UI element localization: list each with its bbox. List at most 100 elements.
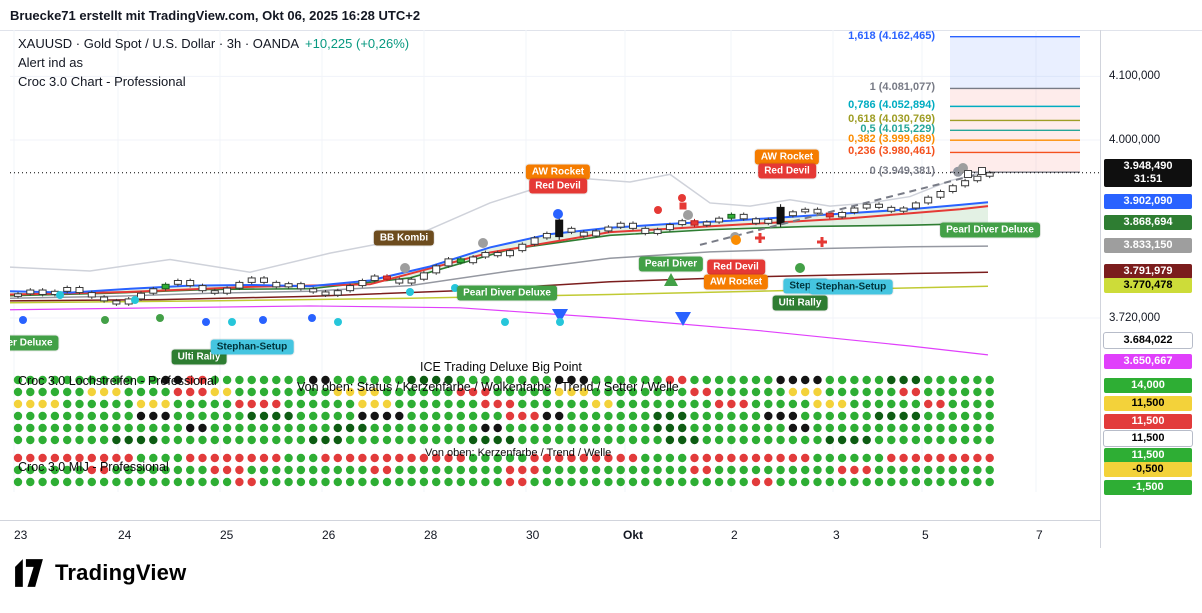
indicator-dot	[321, 435, 330, 445]
indicator-dot	[555, 423, 564, 433]
ma-blue	[10, 201, 989, 294]
price-axis[interactable]: 4.100,000 4.000,000 3.720,000 3.948,490 31:5…	[1100, 30, 1202, 548]
price-label-badge: 3.650,667	[1104, 354, 1192, 370]
candle-body	[862, 203, 871, 209]
candle-body	[764, 218, 773, 224]
indicator-dot	[641, 465, 650, 475]
indicator-dot	[481, 465, 490, 475]
indicator-dot	[505, 387, 515, 397]
legend-alert-row[interactable]: Alert ind as	[18, 55, 84, 70]
indicator-dot	[653, 375, 662, 385]
indicator-dot	[345, 399, 355, 409]
candle-body	[838, 211, 847, 218]
indicator-dot	[358, 465, 367, 475]
indicator-dot	[173, 477, 183, 487]
indicator-dot	[813, 423, 822, 433]
indicator-dot	[813, 465, 822, 475]
indicator-dot	[567, 477, 576, 487]
indicator-dot	[26, 375, 35, 385]
indicator-dot	[591, 435, 601, 445]
indicator-dot	[395, 399, 404, 409]
indicator-dot	[653, 465, 662, 475]
tradingview-logo[interactable]: TradingView	[12, 556, 186, 590]
indicator-dot	[591, 477, 601, 487]
candle-body	[961, 180, 970, 187]
signal-square-open	[978, 167, 986, 175]
indicator-dot	[13, 423, 23, 433]
indicator-dot	[911, 465, 921, 475]
indicator-dot	[973, 477, 982, 487]
indicator-dot	[924, 435, 933, 445]
indicator-dot	[272, 423, 281, 433]
candle-body	[530, 237, 539, 245]
indicator-dot	[936, 411, 945, 421]
signal-dot	[683, 210, 693, 220]
indicator-dot	[911, 435, 921, 445]
indicator-dot	[764, 399, 773, 409]
indicator-dot	[222, 387, 232, 397]
time-axis[interactable]: 23 24 25 26 28 30 Okt 2 3 5 7	[0, 520, 1100, 549]
indicator-dot	[272, 435, 281, 445]
indicator-dot	[358, 423, 367, 433]
indicator-dot	[567, 435, 576, 445]
indicator-dot	[653, 411, 662, 421]
candle-body	[260, 277, 268, 283]
indicator-dot	[481, 423, 490, 433]
indicator-dot	[186, 411, 195, 421]
indicator-dot	[481, 477, 490, 487]
indicator-dot	[259, 435, 269, 445]
candle-body	[542, 232, 551, 239]
indicator-dot	[505, 423, 515, 433]
indicator-dot	[13, 399, 23, 409]
indicator-dot	[665, 387, 675, 397]
indicator-dot	[136, 387, 146, 397]
indicator-dot	[309, 399, 318, 409]
indicator-title-lochstreifen[interactable]: Croc 3.0 Lochstreifen - Professional	[18, 374, 217, 388]
candle-body	[506, 250, 514, 257]
candle-body	[321, 291, 330, 296]
indicator-dot	[948, 453, 957, 463]
indicator-dot	[714, 435, 724, 445]
indicator-dot	[665, 423, 675, 433]
indicator-dot	[862, 465, 871, 475]
indicator-dot	[432, 453, 441, 463]
candle-body	[493, 252, 502, 257]
indicator-dot	[38, 453, 47, 463]
indicator-dot	[727, 387, 736, 397]
indicator-dot	[112, 465, 121, 475]
indicator-dot	[948, 399, 957, 409]
indicator-dot	[813, 477, 822, 487]
indicator-dot	[530, 375, 539, 385]
signal-dot	[478, 238, 488, 248]
indicator-dot	[26, 465, 35, 475]
indicator-dot	[837, 435, 847, 445]
indicator-dot	[862, 399, 871, 409]
indicator-dot	[26, 411, 35, 421]
indicator-dot	[530, 399, 539, 409]
indicator-dot	[665, 435, 675, 445]
legend-symbol-row[interactable]: XAUUSD · Gold Spot / U.S. Dollar · 3h · …	[18, 34, 409, 53]
indicator-title-mij[interactable]: Croc 3.0 MIJ - Professional	[18, 460, 169, 474]
indicator-dot	[739, 411, 748, 421]
indicator-dot	[75, 387, 84, 397]
legend-indicator-row[interactable]: Croc 3.0 Chart - Professional	[18, 74, 186, 89]
indicator-dot	[714, 423, 724, 433]
time-axis-label: 2	[731, 528, 738, 542]
indicator-dot	[751, 477, 761, 487]
indicator-dot	[702, 375, 711, 385]
indicator-dot	[63, 423, 72, 433]
price-chart-canvas[interactable]	[10, 30, 1100, 520]
indicator-dot	[542, 399, 552, 409]
indicator-dot	[99, 387, 109, 397]
indicator-dot	[678, 375, 687, 385]
candle-body	[825, 212, 834, 218]
candle-body	[235, 281, 244, 289]
indicator-dot	[973, 465, 982, 475]
chart-pane[interactable]: XAUUSD · Gold Spot / U.S. Dollar · 3h · …	[10, 30, 1100, 520]
indicator-dot	[173, 375, 183, 385]
indicator-dot	[407, 375, 416, 385]
indicator-dot	[505, 435, 515, 445]
indicator-dot	[456, 399, 465, 409]
indicator-dot	[321, 465, 330, 475]
indicator-dot	[284, 477, 293, 487]
